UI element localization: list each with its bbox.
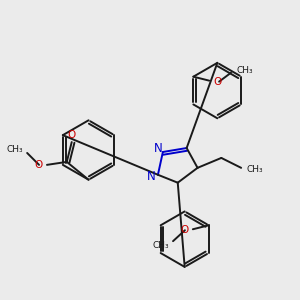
- Text: O: O: [181, 225, 189, 235]
- Text: O: O: [213, 76, 221, 87]
- Text: O: O: [35, 160, 43, 170]
- Text: N: N: [147, 170, 155, 183]
- Text: CH₃: CH₃: [246, 165, 263, 174]
- Text: CH₃: CH₃: [7, 146, 23, 154]
- Text: CH₃: CH₃: [237, 66, 253, 75]
- Text: O: O: [68, 130, 76, 140]
- Text: N: N: [154, 142, 162, 154]
- Text: CH₃: CH₃: [152, 241, 169, 250]
